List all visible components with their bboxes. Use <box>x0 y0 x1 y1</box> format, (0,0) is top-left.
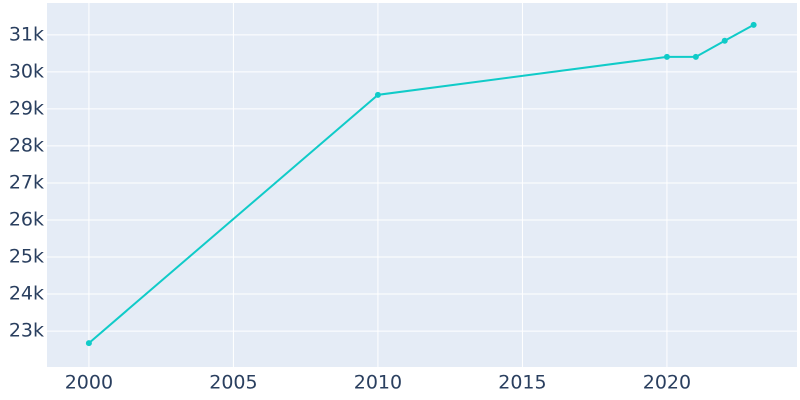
y-tick-label: 31k <box>9 23 44 45</box>
marker <box>85 340 92 347</box>
marker <box>692 53 699 60</box>
y-tick-label: 29k <box>9 97 44 119</box>
y-tick-label: 28k <box>9 134 44 156</box>
x-tick-label: 2020 <box>643 372 691 394</box>
line <box>88 23 755 344</box>
marker <box>750 21 757 28</box>
y-tick-label: 30k <box>9 60 44 82</box>
marker <box>721 37 728 44</box>
y-tick-label: 23k <box>9 320 44 342</box>
x-tick-label: 2015 <box>498 372 546 394</box>
x-tick-label: 2005 <box>209 372 257 394</box>
marker <box>374 91 381 98</box>
y-tick-label: 24k <box>9 283 44 305</box>
x-tick-label: 2000 <box>65 372 113 394</box>
x-tick-label: 2010 <box>354 372 402 394</box>
y-tick-label: 27k <box>9 171 44 193</box>
plot-area <box>47 3 797 367</box>
y-tick-label: 25k <box>9 246 44 268</box>
y-tick-label: 26k <box>9 208 44 230</box>
marker <box>663 53 670 60</box>
